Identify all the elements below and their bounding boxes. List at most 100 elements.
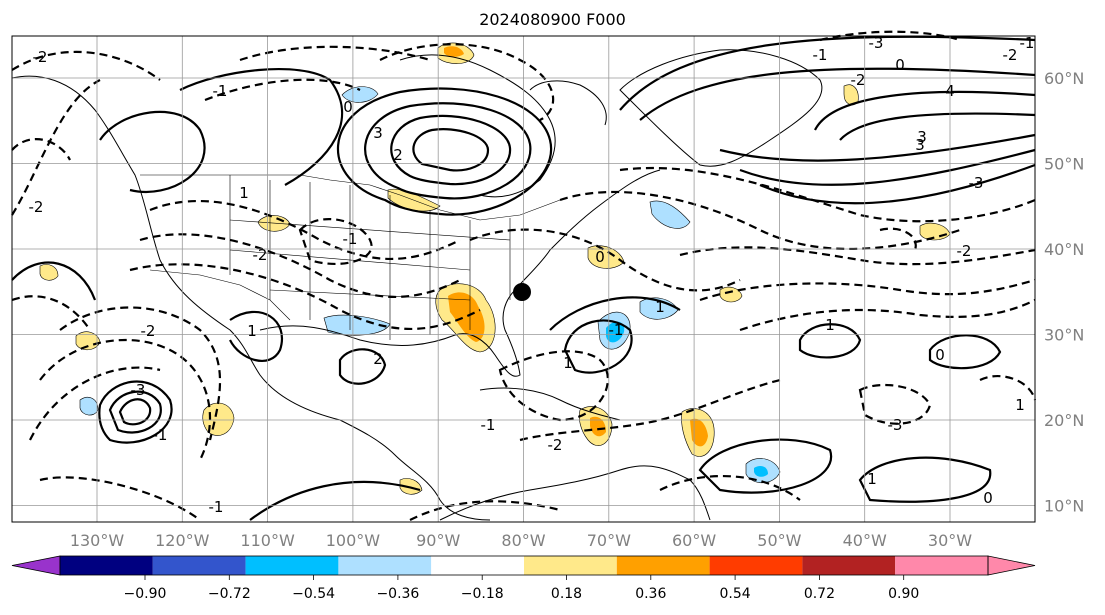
colorbar-tick-label: 0.54 (720, 586, 751, 602)
contour-label: -1 (813, 46, 828, 64)
contour-solid (336, 87, 553, 216)
contour-solid (108, 390, 162, 434)
contour-dashed (619, 166, 1036, 223)
contour-label: -1 (153, 426, 168, 444)
contour-label: 1 (1015, 396, 1025, 414)
colorbar-upper-extend (987, 555, 1036, 576)
longitude-label: 50°W (757, 531, 801, 550)
colorbar-tick-label: 0.18 (551, 586, 582, 602)
contour-label: -2 (33, 48, 48, 66)
contour-solid (99, 110, 206, 193)
contour-solid (759, 163, 1036, 205)
colorbar-tick-label: −0.18 (461, 586, 504, 602)
map-title: 2024080900 F000 (479, 10, 626, 29)
contour-dashed (819, 30, 961, 42)
contour-label: 0 (935, 346, 945, 364)
contour-solid (229, 310, 283, 362)
contour-solid (549, 296, 681, 331)
colorbar-tick-label: −0.54 (292, 586, 335, 602)
contour-dashed (659, 474, 801, 501)
contour-solid (814, 90, 1036, 131)
contour-solid (858, 456, 992, 503)
contour-solid (11, 261, 97, 301)
border-states (229, 175, 511, 340)
colorbar-tick-label: −0.72 (208, 586, 251, 602)
colorbar-frame (59, 555, 989, 576)
contour-dashed (409, 500, 561, 521)
latitude-label: 60°N (1044, 69, 1084, 88)
shade-patch (754, 466, 768, 477)
contour-solid (639, 67, 1036, 121)
colorbar-segment (616, 556, 710, 575)
border-us-mexico (149, 269, 291, 321)
contour-solid (249, 480, 421, 521)
contour-solid (364, 102, 532, 200)
shade-patch (590, 416, 606, 437)
longitude-label: 100°W (326, 531, 381, 550)
longitude-label: 90°W (416, 531, 460, 550)
shade-patch (79, 397, 99, 416)
contour-label: -1 (609, 321, 624, 339)
contour-solid (739, 148, 1036, 186)
colorbar-segment (802, 556, 896, 575)
contour-label: -2 (851, 71, 866, 89)
contour-solid (928, 334, 1002, 370)
contour-label: -3 (969, 174, 984, 192)
contour-label: -2 (29, 198, 44, 216)
political-borders (140, 174, 561, 340)
coastline-hudson (399, 54, 556, 198)
contour-label: 1 (239, 184, 249, 202)
contour-label: 0 (895, 56, 905, 74)
longitude-label: 120°W (155, 531, 210, 550)
contour-dashed (139, 233, 461, 298)
contour-label: 3 (373, 124, 383, 142)
longitude-label: 40°W (843, 531, 887, 550)
contour-dashed (39, 476, 201, 521)
graticule (12, 36, 1035, 522)
contour-solid (390, 114, 512, 186)
contour-label: -1 (209, 498, 224, 516)
colorbar-segment (60, 556, 153, 575)
longitude-label: 130°W (70, 531, 125, 550)
contour-dashed (498, 350, 609, 422)
colorbar-tick-label: −0.90 (124, 586, 167, 602)
contour-label: 0 (983, 489, 993, 507)
contour-dashed (11, 79, 101, 216)
contour-label: 4 (945, 82, 955, 100)
shade-patch (919, 222, 951, 241)
contour-label: -2 (141, 322, 156, 340)
contour-label: -2 (957, 242, 972, 260)
shade-patch (39, 264, 59, 281)
location-dot (513, 283, 531, 301)
contour-dashed (11, 295, 91, 331)
contour-label: -1 (213, 82, 228, 100)
contour-solid (118, 398, 152, 426)
latitude-label: 40°N (1044, 240, 1084, 259)
contour-label: -3 (888, 416, 903, 434)
contour-solid (719, 133, 1036, 162)
contour-label: -3 (131, 381, 146, 399)
coastlines (11, 49, 823, 521)
contour-dashed (379, 43, 555, 121)
longitude-label: 30°W (928, 531, 972, 550)
contour-solid (798, 323, 862, 359)
contour-dashed (699, 278, 1036, 302)
contour-label: -3 (869, 34, 884, 52)
contour-solid (338, 348, 387, 385)
shade-patch (444, 46, 464, 57)
contour-label: -2 (253, 246, 268, 264)
latitude-label: 10°N (1044, 497, 1084, 516)
shade-patch (399, 478, 423, 495)
border-states (229, 219, 511, 301)
longitude-label: 60°W (672, 531, 716, 550)
contour-dashed (11, 50, 161, 81)
contour-dashed (11, 138, 71, 161)
contour-label: 1 (825, 316, 835, 334)
longitude-label: 80°W (501, 531, 545, 550)
contour-label: -1 (1020, 34, 1035, 52)
contour-dashed (879, 227, 917, 251)
colorbar-segment (245, 556, 339, 575)
coastline-north-america (11, 75, 491, 521)
